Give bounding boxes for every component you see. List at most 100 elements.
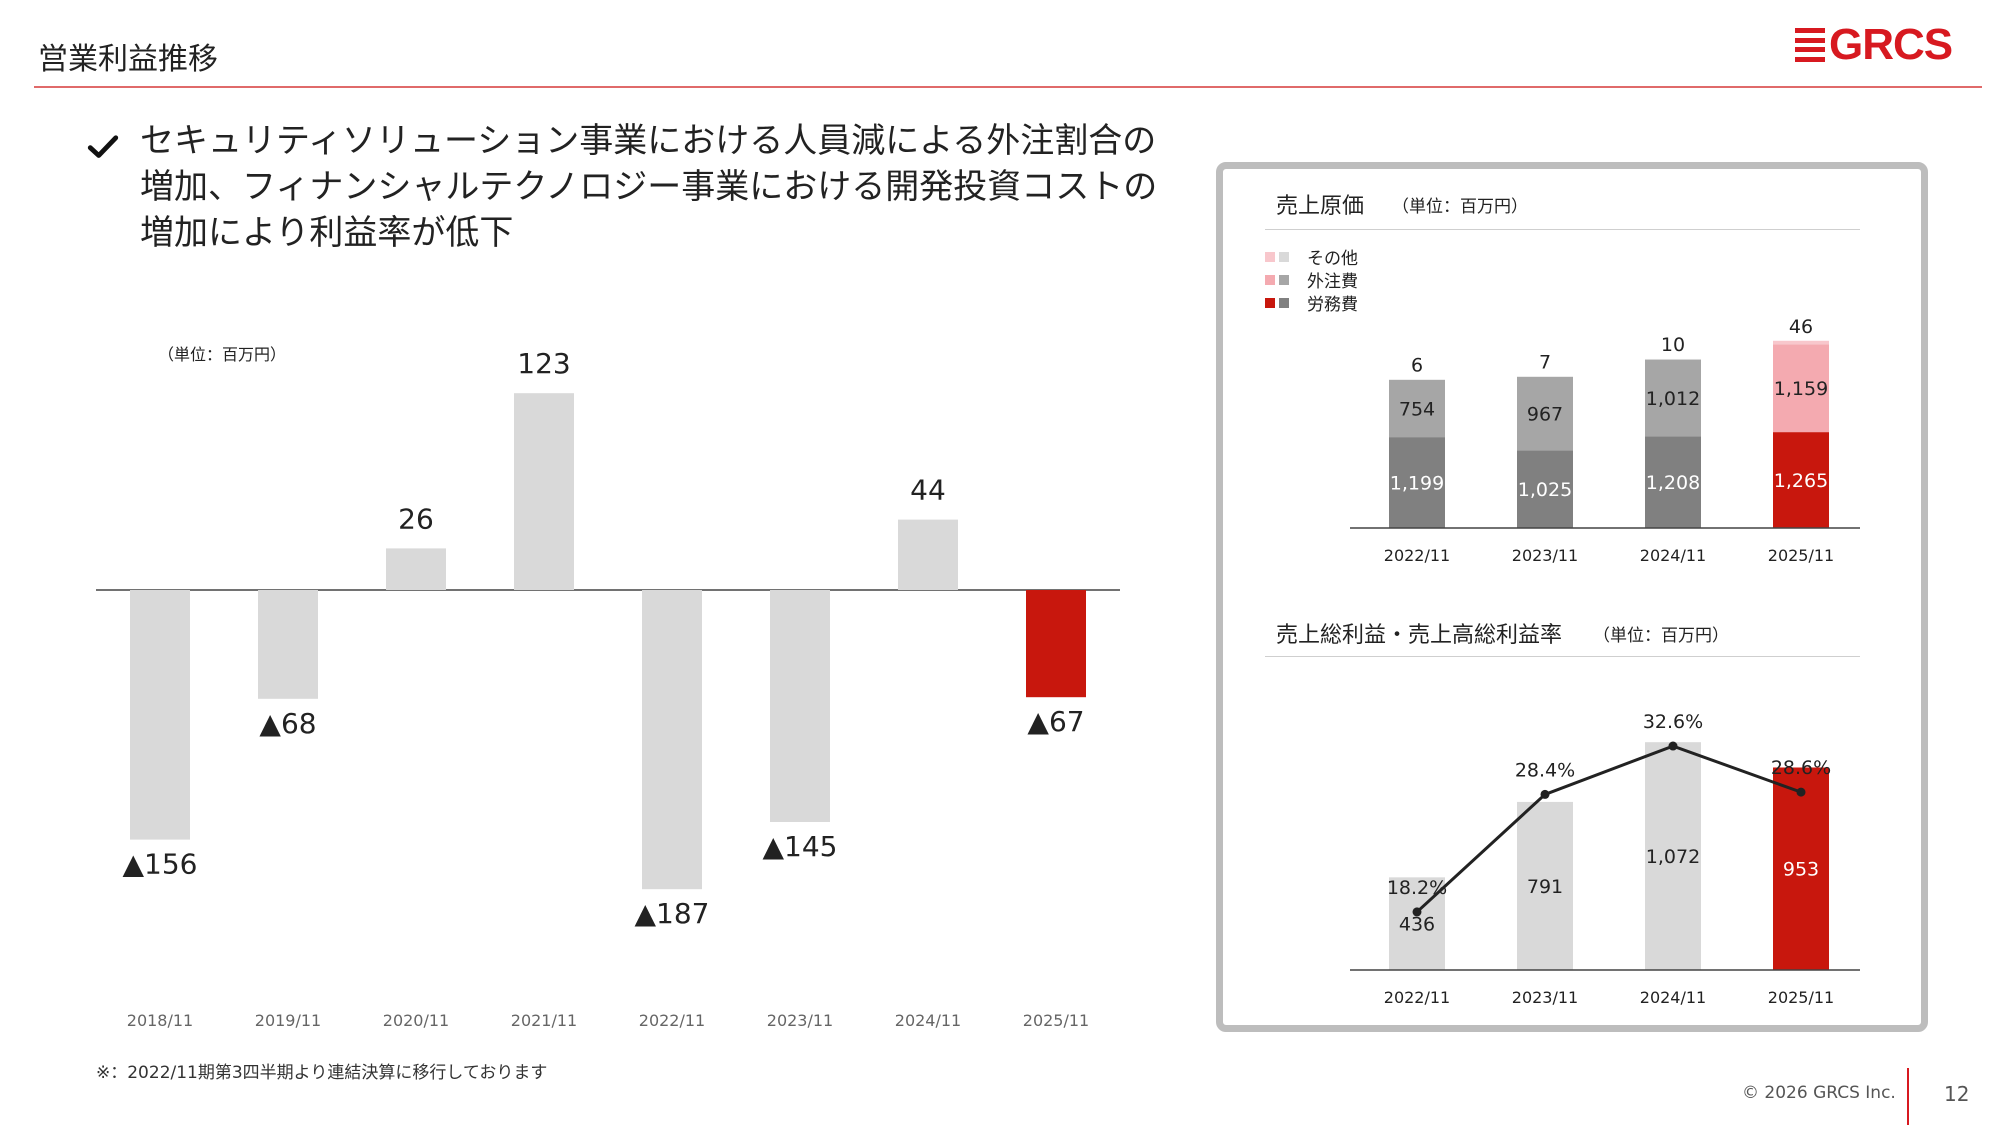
bar-2022/11 xyxy=(642,590,702,890)
data-label: ▲187 xyxy=(635,897,710,930)
bar-2025/11 xyxy=(1026,590,1086,698)
bar-2018/11 xyxy=(130,590,190,840)
footer-divider xyxy=(1907,1068,1909,1125)
margin-label: 28.6% xyxy=(1771,757,1831,779)
x-tick-label: 2020/11 xyxy=(383,1011,449,1030)
margin-label: 18.2% xyxy=(1387,877,1447,899)
margin-line xyxy=(1415,744,1802,914)
bar-segment-outsourcing-2025/11 xyxy=(1773,344,1829,433)
cost-chart-divider xyxy=(1265,229,1860,230)
x-tick-label: 2024/11 xyxy=(1640,988,1706,1007)
key-point-text: セキュリティソリューション事業における人員減による外注割合の増加、フィナンシャル… xyxy=(140,121,1158,253)
legend-swatch xyxy=(1279,251,1289,262)
data-label: 1,199 xyxy=(1390,473,1444,495)
title-divider xyxy=(34,86,1982,88)
bar-segment-other-2025/11 xyxy=(1773,340,1829,345)
bar-2023/11 xyxy=(1517,801,1573,970)
x-tick-label: 2023/11 xyxy=(767,1011,833,1030)
legend-label: その他 xyxy=(1307,249,1358,269)
gross-chart-title: 売上総利益・売上高総利益率 xyxy=(1276,623,1563,648)
legend-swatch-accent xyxy=(1265,251,1275,262)
bar-2021/11 xyxy=(514,393,574,590)
margin-point xyxy=(1796,787,1806,797)
bar-segment-outsourcing-2022/11 xyxy=(1389,379,1445,438)
legend-label: 外注費 xyxy=(1307,272,1358,292)
bar-segment-other-2023/11 xyxy=(1517,376,1573,378)
x-tick-label: 2022/11 xyxy=(639,1011,705,1030)
grcs-logo: GRCS xyxy=(1795,20,1953,69)
copyright: © 2026 GRCS Inc. xyxy=(1742,1083,1896,1103)
legend-item-other: その他 xyxy=(1265,244,1358,269)
x-tick-label: 2025/11 xyxy=(1023,1011,1089,1030)
page-title: 営業利益推移 xyxy=(38,42,218,77)
data-label: ▲145 xyxy=(763,830,838,863)
data-label: 1,265 xyxy=(1774,470,1828,492)
chart-unit-label: （単位：百万円） xyxy=(158,345,286,364)
data-label: 7 xyxy=(1539,351,1551,373)
legend-swatch-accent xyxy=(1265,274,1275,285)
logo-bars-icon xyxy=(1795,28,1825,62)
margin-point xyxy=(1668,741,1678,751)
bar-segment-outsourcing-2023/11 xyxy=(1517,377,1573,451)
bar-segment-labor-2024/11 xyxy=(1645,436,1701,528)
x-tick-label: 2024/11 xyxy=(1640,546,1706,565)
bar-2019/11 xyxy=(258,590,318,699)
margin-point xyxy=(1540,789,1550,799)
data-label: 1,025 xyxy=(1518,479,1572,501)
check-icon xyxy=(87,135,119,158)
x-tick-label: 2021/11 xyxy=(511,1011,577,1030)
data-label: 1,208 xyxy=(1646,472,1700,494)
legend-swatch xyxy=(1279,274,1289,285)
footnote: ※：2022/11期第3四半期より連結決算に移行しております xyxy=(96,1063,548,1083)
data-label: 46 xyxy=(1789,316,1813,338)
cost-chart-unit: （単位：百万円） xyxy=(1392,197,1528,217)
x-tick-label: 2025/11 xyxy=(1768,546,1834,565)
bar-segment-labor-2022/11 xyxy=(1389,437,1445,528)
margin-point xyxy=(1412,907,1422,917)
x-tick-label: 2019/11 xyxy=(255,1011,321,1030)
bar-segment-other-2024/11 xyxy=(1645,358,1701,360)
x-tick-label: 2022/11 xyxy=(1384,546,1450,565)
gross-chart-unit: （単位：百万円） xyxy=(1593,626,1729,646)
data-label: ▲68 xyxy=(259,707,316,740)
data-label: 123 xyxy=(517,347,570,380)
page-number: 12 xyxy=(1944,1082,1970,1106)
x-tick-label: 2025/11 xyxy=(1768,988,1834,1007)
margin-label: 28.4% xyxy=(1515,759,1575,781)
data-label: 26 xyxy=(398,502,434,535)
x-tick-label: 2023/11 xyxy=(1512,988,1578,1007)
data-label: 10 xyxy=(1661,334,1685,356)
bar-segment-outsourcing-2024/11 xyxy=(1645,359,1701,437)
legend-item-outsourcing: 外注費 xyxy=(1265,267,1358,292)
bar-2025/11 xyxy=(1773,767,1829,970)
data-label: ▲67 xyxy=(1027,705,1084,738)
data-label: 6 xyxy=(1411,355,1423,377)
x-tick-label: 2024/11 xyxy=(895,1011,961,1030)
legend-swatch xyxy=(1279,297,1289,308)
legend-swatch-accent xyxy=(1265,297,1275,308)
data-label: 1,159 xyxy=(1774,378,1828,400)
data-label: 953 xyxy=(1783,859,1819,881)
bar-segment-labor-2025/11 xyxy=(1773,432,1829,528)
data-label: ▲156 xyxy=(123,848,198,881)
bar-segment-labor-2023/11 xyxy=(1517,450,1573,528)
data-label: 754 xyxy=(1399,399,1435,421)
x-tick-label: 2022/11 xyxy=(1384,988,1450,1007)
data-label: 967 xyxy=(1527,404,1563,426)
x-tick-label: 2023/11 xyxy=(1512,546,1578,565)
bar-2020/11 xyxy=(386,548,446,590)
legend-label: 労務費 xyxy=(1307,295,1358,315)
operating-profit-chart: （単位：百万円） ▲156 2018/11 ▲68 2019/11 26 2020/11 12… xyxy=(96,345,1120,1030)
gross-chart-divider xyxy=(1265,656,1860,657)
logo-text: GRCS xyxy=(1829,20,1953,69)
x-tick-label: 2018/11 xyxy=(127,1011,193,1030)
cost-chart-title: 売上原価 xyxy=(1276,194,1365,219)
bar-2024/11 xyxy=(898,519,958,590)
data-label: 436 xyxy=(1399,914,1435,936)
bar-2024/11 xyxy=(1645,742,1701,970)
key-point: セキュリティソリューション事業における人員減による外注割合の増加、フィナンシャル… xyxy=(86,118,1166,256)
margin-label: 32.6% xyxy=(1643,711,1703,733)
bar-2023/11 xyxy=(770,590,830,822)
